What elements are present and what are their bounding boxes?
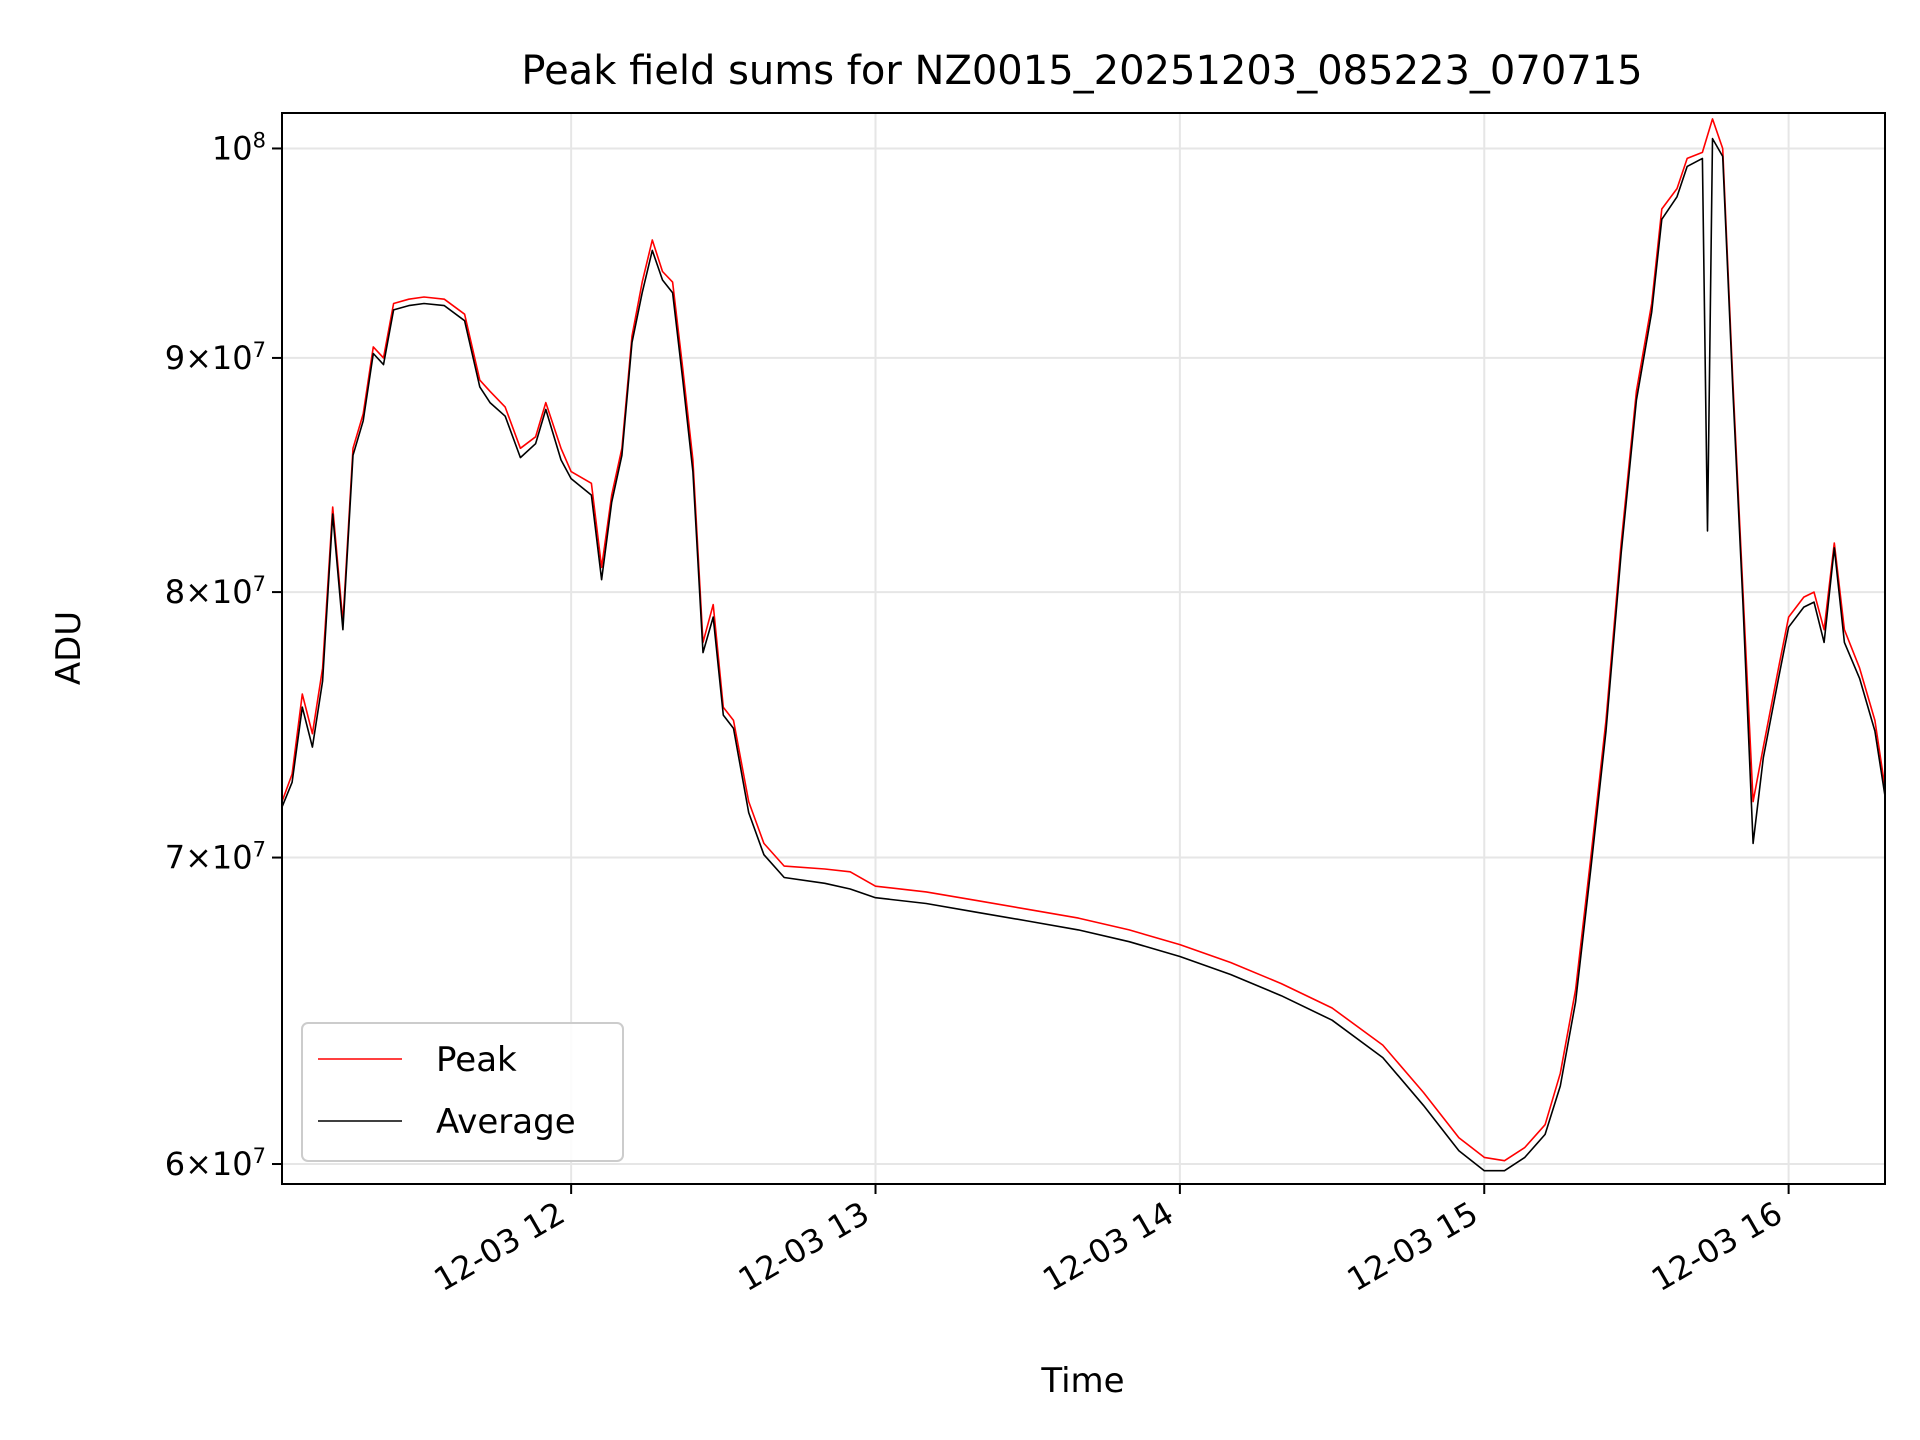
y-tick-part: × (185, 573, 212, 611)
legend: Peak Average (301, 1022, 624, 1162)
legend-label-average: Average (436, 1102, 576, 1142)
y-tick-part: 9 (165, 339, 185, 377)
grid (282, 113, 1885, 1184)
y-tick-label: 108 (212, 128, 266, 167)
y-tick-label: 8×107 (165, 572, 266, 611)
y-tick-part: 8 (165, 573, 185, 611)
y-tick-part: 10 (212, 129, 253, 167)
y-tick-part: × (185, 1145, 212, 1183)
series-line-peak (281, 118, 1886, 1162)
y-tick-part: × (185, 839, 212, 877)
series-layer (281, 118, 1886, 1172)
legend-label-peak: Peak (436, 1040, 517, 1080)
y-tick-part: 10 (212, 1145, 253, 1183)
y-tick-label: 7×107 (165, 838, 266, 877)
y-tick-part: 7 (165, 839, 185, 877)
y-tick-part: 6 (165, 1145, 185, 1183)
y-tick-part: 10 (212, 839, 253, 877)
y-tick-exponent: 7 (253, 1144, 266, 1168)
plot-frame (281, 112, 1886, 1185)
y-tick-exponent: 8 (253, 128, 266, 152)
y-tick-label: 9×107 (165, 338, 266, 377)
y-tick-part: 10 (212, 573, 253, 611)
y-tick-label: 6×107 (165, 1144, 266, 1183)
series-line-average (281, 137, 1886, 1172)
legend-box (301, 1022, 624, 1162)
y-tick-part: 10 (212, 339, 253, 377)
y-tick-exponent: 7 (253, 338, 266, 362)
y-tick-exponent: 7 (253, 572, 266, 596)
y-tick-part: × (185, 339, 212, 377)
y-axis-label: ADU (49, 611, 89, 685)
chart-title: Peak field sums for NZ0015_20251203_0852… (521, 48, 1642, 94)
x-axis-label: Time (1040, 1361, 1124, 1401)
y-tick-exponent: 7 (253, 838, 266, 862)
